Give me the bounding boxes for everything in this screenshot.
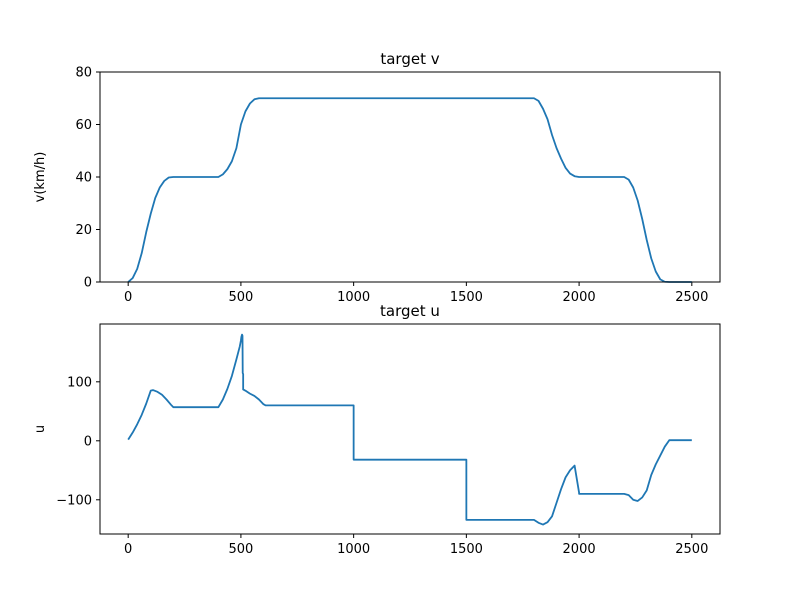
y-tick-label: 80 [75, 66, 92, 81]
x-tick-label: 2000 [563, 290, 596, 305]
axes-frame [99, 71, 721, 283]
y-tick-label: 20 [75, 223, 92, 238]
y-tick-label: 40 [75, 171, 92, 186]
axes-frame [99, 323, 721, 535]
x-tick-label: 1500 [450, 542, 483, 557]
series-line [127, 333, 692, 526]
series-line [127, 97, 692, 283]
x-tick-label: 500 [228, 290, 253, 305]
y-axis-label: u [33, 425, 48, 433]
y-tick-label: 60 [75, 118, 92, 133]
x-tick-label: 2000 [563, 542, 596, 557]
chart-title: target v [380, 50, 439, 68]
x-tick-label: 500 [228, 542, 253, 557]
x-tick-label: 0 [124, 542, 132, 557]
y-tick-label: −100 [56, 493, 92, 508]
x-tick-label: 2500 [675, 290, 708, 305]
x-tick-label: 1000 [337, 290, 370, 305]
chart-target-u: target u u 0 500 1000 1500 2000 2500 −100 0 100 [33, 302, 721, 557]
y-tick-label: 0 [84, 276, 92, 291]
chart-title: target u [380, 302, 440, 320]
tick-group: 0 500 1000 1500 2000 2500 −100 0 100 [56, 375, 708, 557]
x-tick-label: 1500 [450, 290, 483, 305]
y-tick-label: 0 [84, 434, 92, 449]
x-tick-label: 2500 [675, 542, 708, 557]
y-axis-label: v(km/h) [33, 152, 48, 203]
x-tick-label: 0 [124, 290, 132, 305]
tick-group: 0 500 1000 1500 2000 2500 0 20 40 60 80 [75, 66, 708, 306]
y-tick-label: 100 [67, 375, 92, 390]
x-tick-label: 1000 [337, 542, 370, 557]
chart-target-v: target v v(km/h) 0 500 1000 1500 2000 2500 0 20… [33, 50, 721, 306]
